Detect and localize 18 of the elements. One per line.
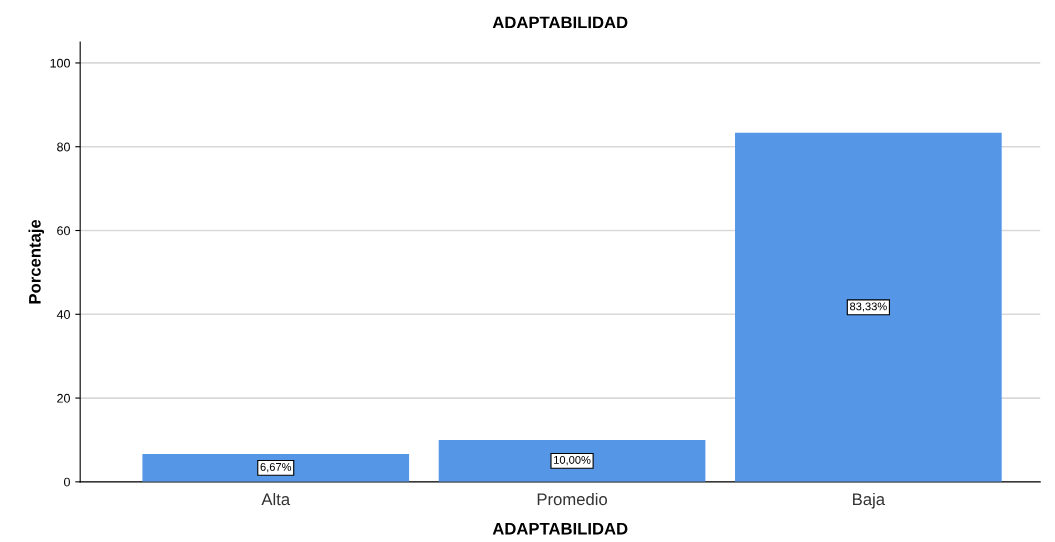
y-axis-title: Porcentaje [28, 219, 45, 304]
bar [438, 439, 706, 482]
bar [735, 132, 1002, 482]
data-label: 6,67% [260, 462, 292, 473]
y-tick-label: 40 [56, 310, 70, 319]
x-tick-label: Alta [261, 492, 291, 506]
y-tick-label: 20 [57, 393, 70, 403]
x-tick-label: Baja [853, 492, 886, 509]
y-tick-label: 80 [57, 142, 70, 152]
y-tick-label: 60 [57, 226, 70, 236]
x-axis-title: ADAPTABILIDAD [492, 522, 628, 535]
data-label: 83,33% [850, 302, 887, 312]
data-label: 10,00% [554, 456, 591, 466]
chart-title: ADAPTABILIDAD [492, 16, 628, 29]
bar [142, 453, 410, 482]
x-tick-label: Promedio [537, 492, 608, 506]
y-tick-label: 0 [63, 477, 70, 487]
y-tick-label: 100 [50, 58, 70, 68]
